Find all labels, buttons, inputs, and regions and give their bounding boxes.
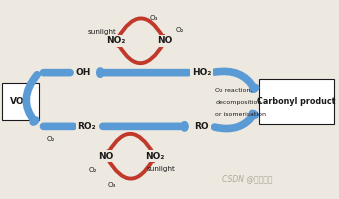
Text: sunlight: sunlight — [87, 29, 116, 35]
Text: VOC: VOC — [10, 97, 31, 106]
Text: O₂: O₂ — [175, 27, 184, 33]
Text: OH: OH — [75, 68, 91, 77]
Text: HO₂: HO₂ — [192, 68, 212, 77]
Text: RO₂: RO₂ — [77, 122, 96, 131]
Text: Carbonyl product: Carbonyl product — [257, 97, 336, 106]
Text: NO₂: NO₂ — [145, 152, 165, 161]
Text: CSDN @小艳加油: CSDN @小艳加油 — [222, 175, 273, 184]
Text: O₂: O₂ — [89, 167, 98, 173]
Text: decomposition: decomposition — [215, 100, 262, 105]
Text: O₂: O₂ — [46, 136, 55, 142]
Text: sunlight: sunlight — [146, 166, 176, 172]
FancyBboxPatch shape — [2, 83, 39, 120]
Text: O₃: O₃ — [150, 15, 159, 21]
Text: O₃: O₃ — [107, 182, 116, 188]
Text: or isomerisation: or isomerisation — [215, 112, 266, 117]
Text: O₂ reaction,: O₂ reaction, — [215, 88, 253, 93]
Text: NO: NO — [157, 36, 173, 45]
Text: RO: RO — [194, 122, 209, 131]
Text: NO: NO — [98, 152, 114, 161]
Text: NO₂: NO₂ — [106, 36, 126, 45]
FancyBboxPatch shape — [259, 79, 334, 124]
